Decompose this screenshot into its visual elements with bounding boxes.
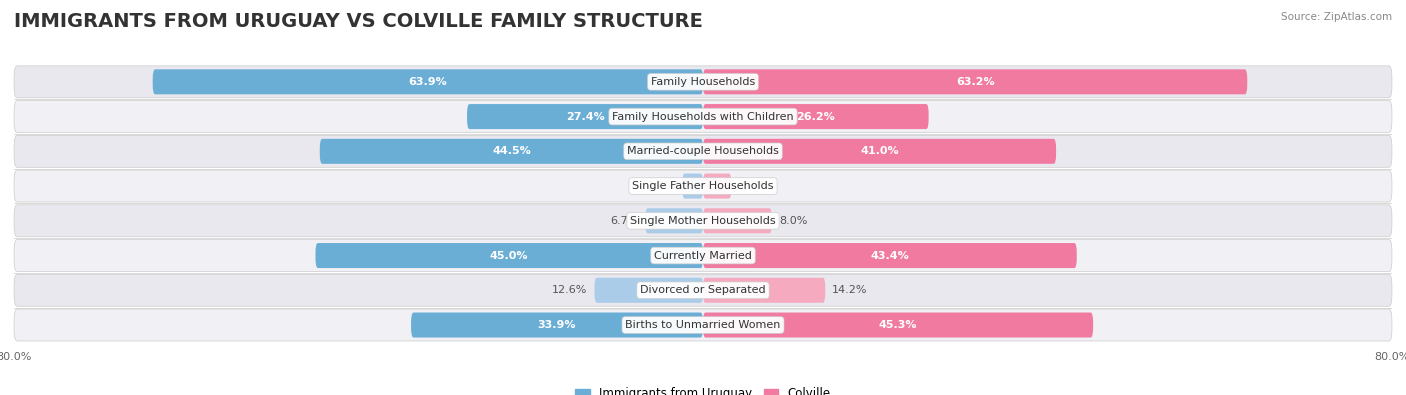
Text: 3.3%: 3.3% [738,181,766,191]
FancyBboxPatch shape [14,101,1392,133]
FancyBboxPatch shape [319,139,703,164]
FancyBboxPatch shape [14,274,1392,306]
Text: Source: ZipAtlas.com: Source: ZipAtlas.com [1281,12,1392,22]
Text: 6.7%: 6.7% [610,216,638,226]
FancyBboxPatch shape [703,278,825,303]
Text: 63.2%: 63.2% [956,77,994,87]
FancyBboxPatch shape [14,309,1392,341]
FancyBboxPatch shape [14,205,1392,237]
FancyBboxPatch shape [703,139,1056,164]
Text: IMMIGRANTS FROM URUGUAY VS COLVILLE FAMILY STRUCTURE: IMMIGRANTS FROM URUGUAY VS COLVILLE FAMI… [14,12,703,31]
Text: Divorced or Separated: Divorced or Separated [640,285,766,295]
Text: 41.0%: 41.0% [860,146,898,156]
Text: Single Mother Households: Single Mother Households [630,216,776,226]
FancyBboxPatch shape [14,66,1392,98]
FancyBboxPatch shape [14,135,1392,167]
FancyBboxPatch shape [703,208,772,233]
FancyBboxPatch shape [703,104,928,129]
Text: Family Households: Family Households [651,77,755,87]
Text: 27.4%: 27.4% [565,111,605,122]
FancyBboxPatch shape [595,278,703,303]
FancyBboxPatch shape [411,312,703,337]
FancyBboxPatch shape [14,170,1392,202]
Text: 63.9%: 63.9% [409,77,447,87]
FancyBboxPatch shape [315,243,703,268]
Text: 44.5%: 44.5% [492,146,530,156]
FancyBboxPatch shape [703,312,1092,337]
FancyBboxPatch shape [14,239,1392,271]
FancyBboxPatch shape [645,208,703,233]
Text: Single Father Households: Single Father Households [633,181,773,191]
Legend: Immigrants from Uruguay, Colville: Immigrants from Uruguay, Colville [571,383,835,395]
Text: 33.9%: 33.9% [537,320,576,330]
Text: 14.2%: 14.2% [832,285,868,295]
Text: 2.4%: 2.4% [647,181,675,191]
Text: Births to Unmarried Women: Births to Unmarried Women [626,320,780,330]
FancyBboxPatch shape [682,173,703,199]
Text: 43.4%: 43.4% [870,250,910,261]
FancyBboxPatch shape [467,104,703,129]
Text: 8.0%: 8.0% [779,216,807,226]
Text: 45.0%: 45.0% [489,250,529,261]
Text: 12.6%: 12.6% [553,285,588,295]
Text: 45.3%: 45.3% [879,320,917,330]
Text: 26.2%: 26.2% [796,111,835,122]
FancyBboxPatch shape [703,173,731,199]
Text: Family Households with Children: Family Households with Children [612,111,794,122]
Text: Currently Married: Currently Married [654,250,752,261]
FancyBboxPatch shape [703,243,1077,268]
FancyBboxPatch shape [703,70,1247,94]
FancyBboxPatch shape [153,70,703,94]
Text: Married-couple Households: Married-couple Households [627,146,779,156]
